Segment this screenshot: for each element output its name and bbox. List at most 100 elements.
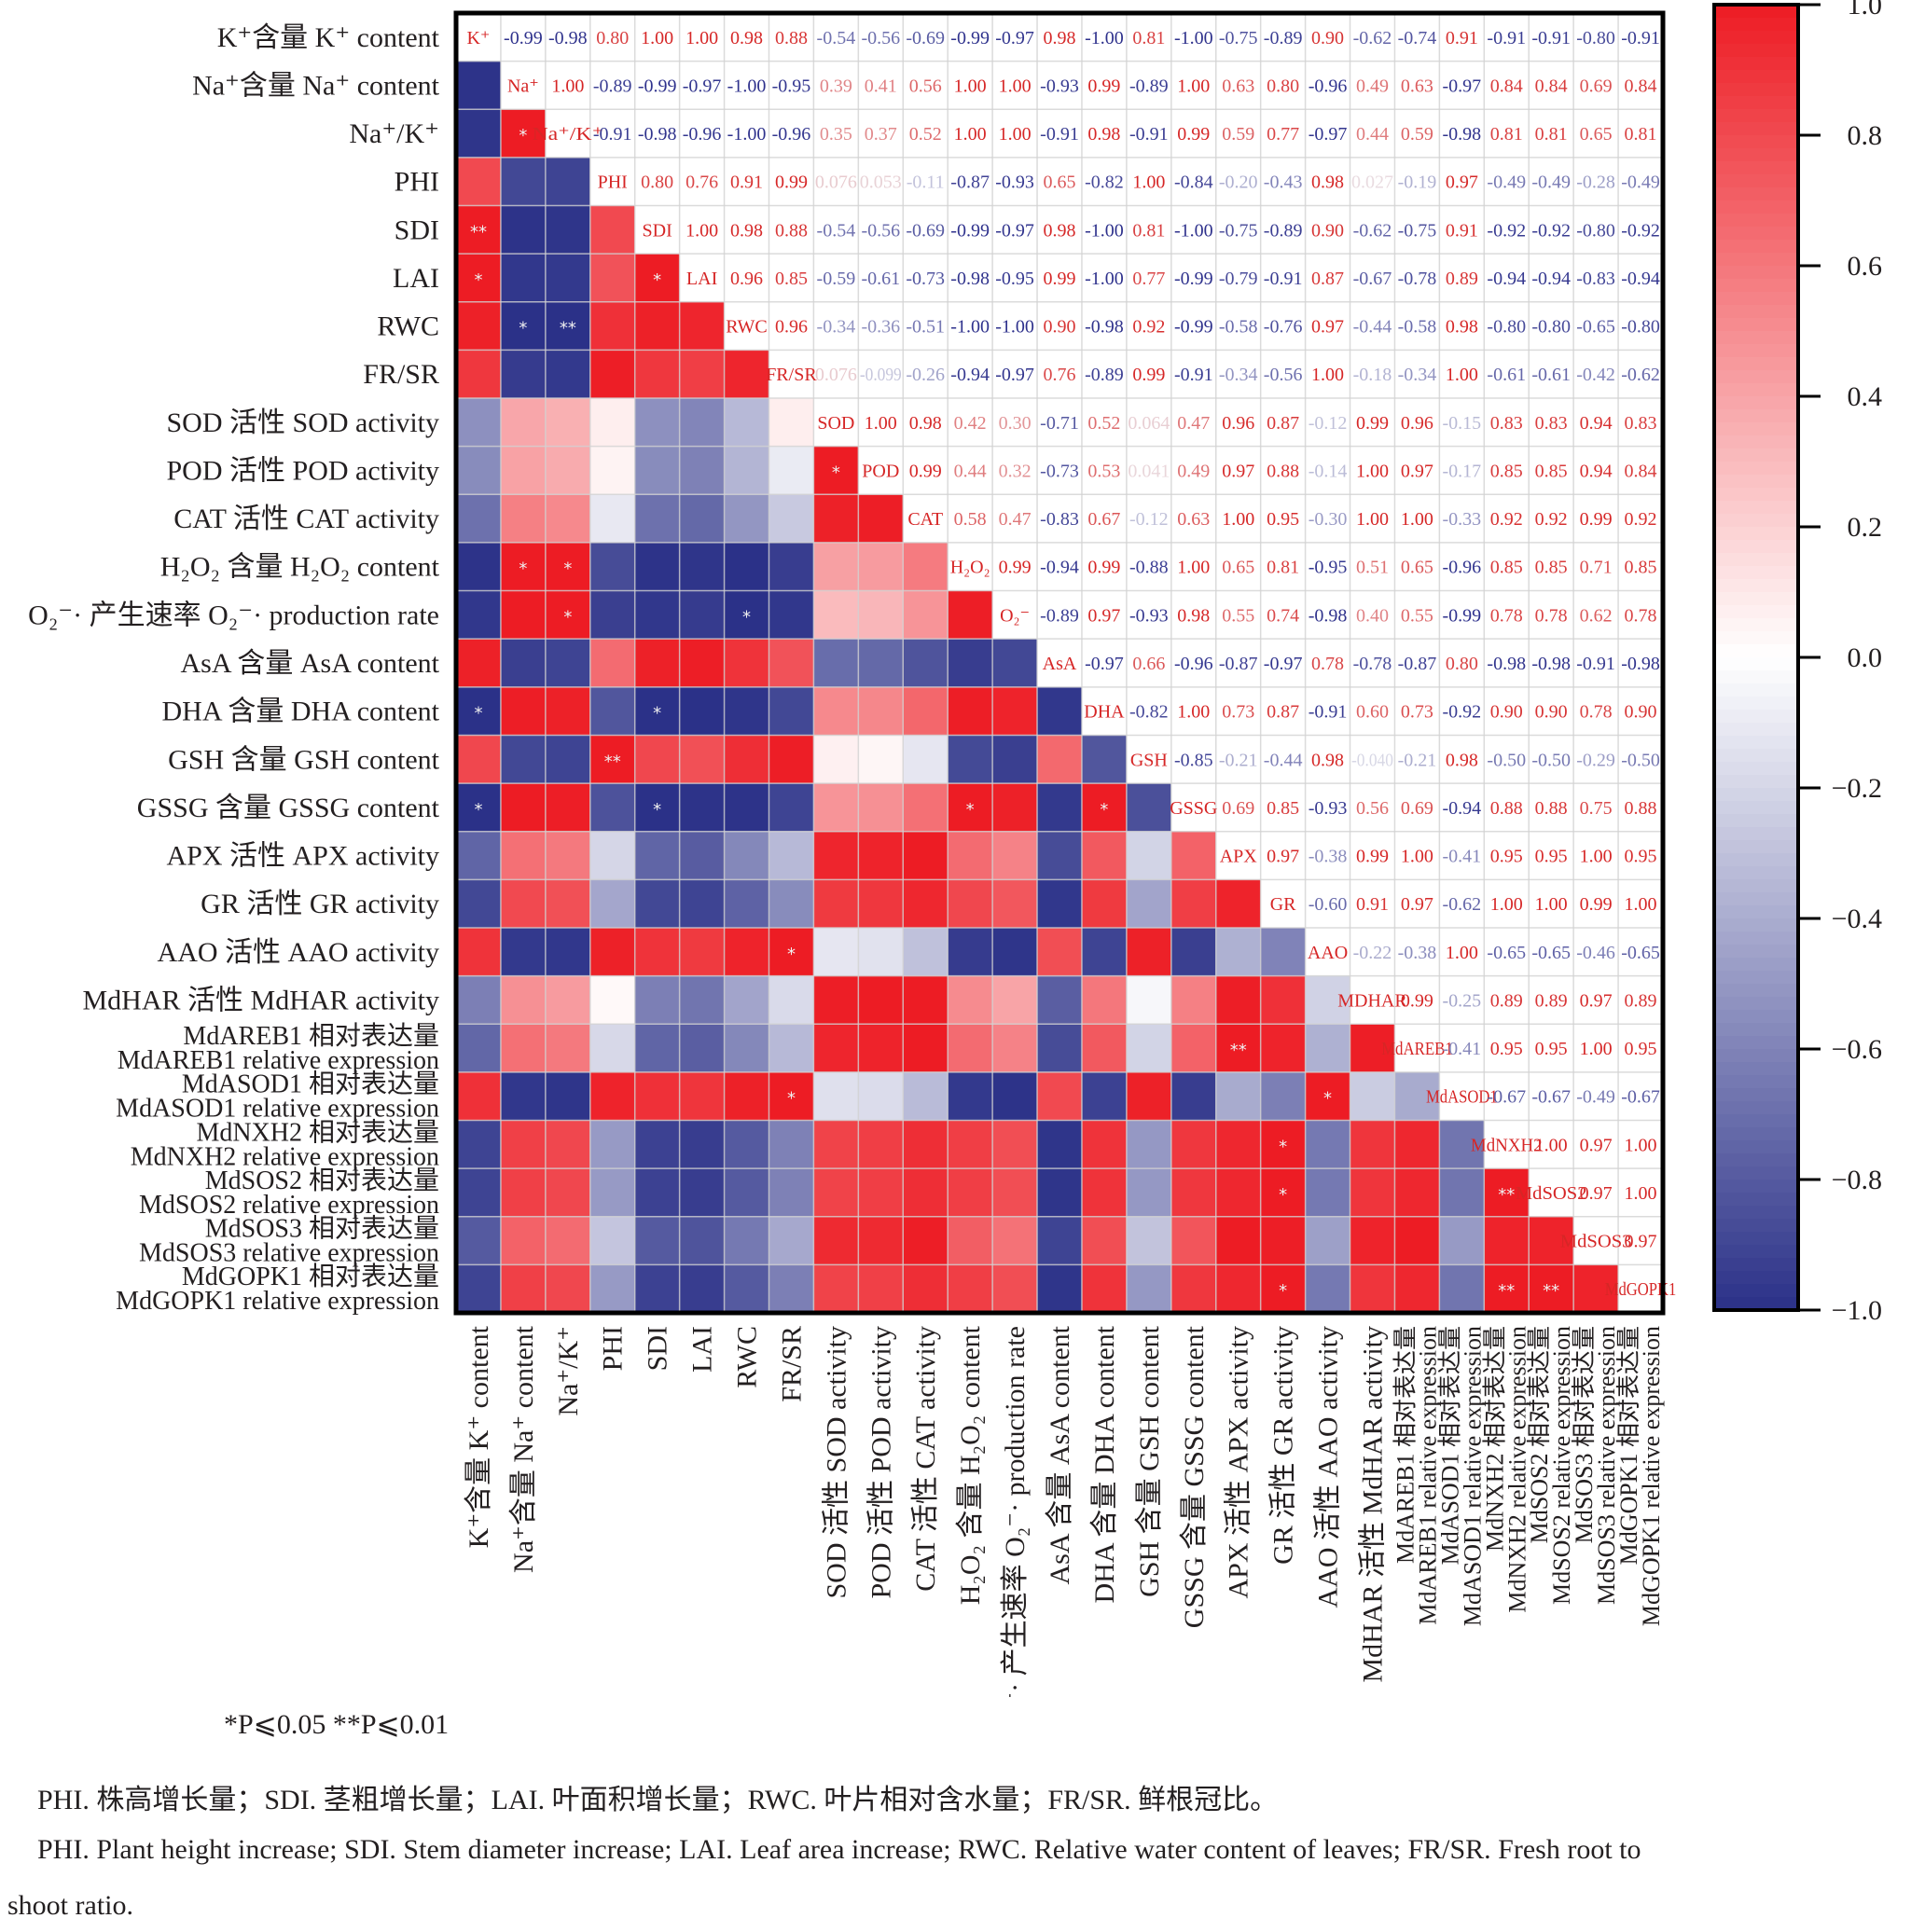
heatmap-cell [992,735,1038,784]
heatmap-cell [1037,735,1083,784]
value-cell [1394,398,1440,447]
value-cell [1170,494,1216,543]
value-cell [679,13,725,62]
correlation-value: -0.91 [1487,28,1526,48]
value-cell [1037,494,1082,543]
value-cell [1170,350,1216,399]
diagonal-cell [500,61,546,110]
column-label: Na⁺/K⁺ [553,1326,584,1416]
heatmap-cell [456,301,502,351]
heatmap-cell [992,927,1038,977]
heatmap-cell [679,494,726,544]
correlation-value: 0.96 [1222,413,1254,434]
value-cell [1215,350,1261,399]
heatmap-cell [813,831,859,880]
heatmap-cell [679,446,726,495]
value-cell [1484,879,1530,928]
heatmap-cell [545,1168,591,1218]
correlation-value: -0.15 [1442,413,1481,434]
diagonal-cell [1215,831,1261,880]
correlation-value: -0.54 [817,28,856,48]
colorbar-segment [1714,83,1798,97]
heatmap-cell [500,157,547,207]
colorbar-segment [1714,958,1798,972]
heatmap-cell [1305,1024,1351,1073]
heatmap-cell [948,831,993,880]
correlation-value: -0.98 [548,28,588,48]
heatmap-cell [1350,1120,1395,1169]
correlation-value: 0.44 [954,461,987,481]
value-cell [1529,783,1574,832]
colorbar-segment [1714,918,1798,932]
correlation-value: -1.00 [1085,28,1124,48]
correlation-value: -0.89 [1264,220,1303,241]
correlation-value: -0.62 [1442,894,1481,915]
correlation-value: 0.96 [775,317,808,338]
correlation-value: 1.00 [1446,365,1478,385]
heatmap-cell [1215,1071,1262,1121]
row-label: MdSOS2 relative expression [139,1191,439,1220]
value-cell [1126,157,1171,206]
heatmap-cell [589,301,636,351]
correlation-value: 0.65 [1401,558,1433,578]
heatmap-cell [500,494,547,544]
heatmap-cell [589,783,636,833]
heatmap-cell [1081,1071,1128,1121]
row-label: SDI [395,214,439,245]
heatmap-cell [456,639,502,688]
correlation-value: 0.83 [1625,413,1657,434]
correlation-value: 0.66 [1132,654,1165,674]
significance-mark: * [1279,1281,1287,1301]
correlation-value: 0.65 [1222,558,1254,578]
correlation-value: 0.69 [1222,798,1254,819]
value-cell [769,301,814,351]
heatmap-cell [589,831,636,880]
value-cell [1037,109,1082,158]
heatmap-cell [948,735,993,784]
column-label: MdASOD1 相对表达量 [1436,1326,1463,1565]
column-label: SOD 活性 SOD activity [821,1326,852,1599]
correlation-value: -0.93 [995,172,1034,193]
value-cell [1305,590,1350,640]
correlation-value: -0.62 [1353,220,1392,241]
heatmap-cell [634,927,681,977]
colorbar-segment [1714,697,1798,711]
correlation-value: -0.73 [1040,461,1079,481]
heatmap-cell [1037,831,1083,880]
diagonal-cell [1394,1024,1440,1072]
heatmap-cell [1484,1264,1530,1314]
value-cell [679,109,725,158]
correlation-value: 0.064 [1128,413,1170,434]
correlation-value: -0.88 [1129,558,1169,578]
heatmap-cell [813,735,859,784]
correlation-value: 1.00 [1401,847,1433,867]
colorbar-segment [1714,971,1798,985]
value-cell [1439,831,1485,880]
heatmap-cell [500,590,547,640]
correlation-value: -0.91 [1174,365,1213,385]
value-cell [1037,61,1082,110]
correlation-value: -0.18 [1353,365,1392,385]
correlation-value: -0.50 [1621,750,1660,770]
heatmap-cell [1170,975,1217,1025]
diagonal-cell [589,157,635,206]
value-cell [858,301,904,351]
colorbar-segment [1714,657,1798,671]
diagonal-label: CAT [907,509,943,530]
correlation-value: -0.92 [1442,702,1481,723]
value-cell [1394,254,1440,302]
value-cell [1305,205,1350,255]
correlation-value: 0.94 [1580,413,1613,434]
heatmap-cell [724,975,769,1025]
correlation-value: -0.95 [995,269,1034,289]
correlation-value: 0.97 [1311,317,1344,338]
row-label: K⁺含量 K⁺ content [217,22,440,53]
diagonal-label: AsA [1043,654,1077,674]
heatmap-cell [1529,1264,1574,1314]
heatmap-cell [500,975,547,1025]
heatmap-cell [500,542,547,592]
colorbar-segment [1714,892,1798,906]
correlation-value: -0.56 [861,220,900,241]
heatmap-cell [500,1168,547,1218]
value-cell [1305,398,1350,447]
